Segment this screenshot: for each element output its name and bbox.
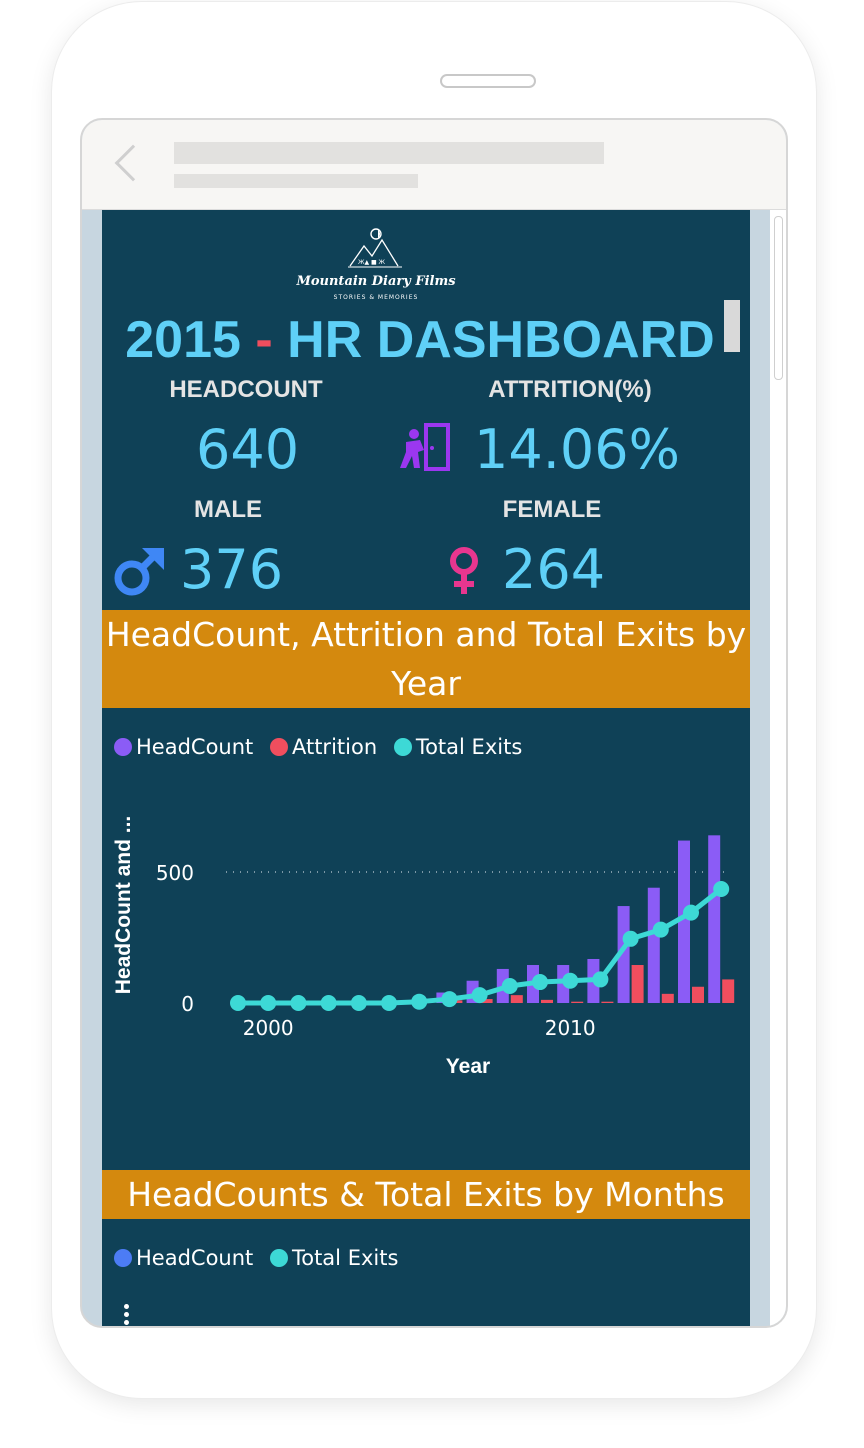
mountain-logo-icon: Ж▲ ■ Ж (348, 228, 402, 268)
point-total-exits (713, 881, 730, 898)
phone-speaker (440, 74, 536, 88)
title-separator: - (255, 311, 273, 369)
y-tick-label: 0 (181, 992, 194, 1016)
headcount-value: 640 (196, 418, 300, 481)
attrition-label: ATTRITION(%) (488, 376, 652, 403)
title-year: 2015 (125, 311, 241, 369)
legend-item-total-exits[interactable]: Total Exits (269, 1246, 399, 1270)
bar-headcount (708, 835, 721, 1003)
legend-dot-icon (269, 1249, 288, 1267)
legend-label: Total Exits (415, 735, 523, 759)
legend-label: Total Exits (291, 1246, 399, 1270)
legend-dot-icon (269, 738, 288, 756)
bar-attrition (692, 986, 704, 1003)
phone-screen: Ж▲ ■ Ж Mountain Diary Films STORIES & ME… (80, 118, 788, 1328)
point-total-exits (592, 971, 609, 988)
x-tick-label: 2000 (243, 1016, 294, 1040)
point-total-exits (260, 995, 277, 1011)
visual-scroll-thumb[interactable] (724, 300, 740, 352)
bar-attrition (541, 999, 553, 1003)
male-value: 376 (180, 538, 284, 601)
title-placeholder (174, 142, 604, 164)
svg-text:Ж▲ ■ Ж: Ж▲ ■ Ж (358, 259, 386, 266)
female-label: FEMALE (502, 496, 602, 523)
attrition-value: 14.06% (474, 418, 680, 481)
point-total-exits (622, 930, 639, 947)
y-tick-label: 500 (156, 861, 194, 885)
x-tick-label: 2010 (545, 1016, 596, 1040)
point-total-exits (381, 995, 397, 1011)
legend-label: Attrition (291, 735, 378, 759)
bar-attrition (571, 1001, 584, 1003)
more-options-icon[interactable] (124, 1304, 130, 1326)
bar-attrition (601, 1001, 614, 1003)
logo-tagline: STORIES & MEMORIES (333, 294, 419, 301)
bar-attrition (722, 979, 735, 1003)
point-total-exits (350, 995, 367, 1011)
report-canvas: Ж▲ ■ Ж Mountain Diary Films STORIES & ME… (102, 210, 750, 1326)
point-total-exits (320, 995, 337, 1011)
page-title: 2015 - HR DASHBOARD (102, 310, 738, 370)
bar-attrition (480, 999, 493, 1003)
bar-headcount (617, 906, 630, 1003)
male-label: MALE (194, 496, 262, 523)
exit-door-icon (400, 423, 450, 471)
female-symbol-icon (450, 547, 478, 594)
bar-attrition (631, 965, 644, 1003)
point-total-exits (290, 995, 307, 1011)
point-total-exits (562, 972, 579, 989)
male-symbol-icon (114, 548, 164, 596)
bar-headcount (647, 887, 660, 1003)
legend-dot-icon (114, 1249, 132, 1267)
point-total-exits (471, 987, 488, 1004)
x-axis-title: Year (446, 1055, 490, 1078)
yearly-chart-legend: HeadCount Attrition Total Exits (114, 735, 532, 759)
title-text: HR DASHBOARD (287, 311, 715, 369)
legend-dot-icon (114, 738, 132, 756)
monthly-chart-legend: HeadCount Total Exits (114, 1246, 408, 1270)
legend-label: HeadCount (136, 735, 254, 759)
female-value: 264 (502, 538, 606, 601)
point-total-exits (532, 974, 548, 991)
point-total-exits (683, 904, 699, 921)
bar-attrition (510, 995, 523, 1003)
legend-item-total-exits[interactable]: Total Exits (393, 735, 523, 759)
back-chevron-icon[interactable] (114, 144, 152, 182)
bar-attrition (661, 993, 674, 1003)
yearly-chart-header: HeadCount, Attrition and Total Exits by … (102, 610, 750, 708)
legend-dot-icon (393, 738, 412, 756)
point-total-exits (501, 977, 518, 994)
legend-item-headcount[interactable]: HeadCount (114, 1246, 253, 1270)
legend-item-headcount[interactable]: HeadCount (114, 735, 253, 759)
legend-item-attrition[interactable]: Attrition (269, 735, 378, 759)
logo-name: Mountain Diary Films (296, 274, 456, 289)
point-total-exits (652, 921, 669, 938)
legend-label: HeadCount (136, 1246, 254, 1270)
point-total-exits (230, 995, 246, 1011)
headcount-label: HEADCOUNT (169, 376, 323, 403)
monthly-chart-header: HeadCounts & Total Exits by Months (102, 1170, 750, 1219)
page-scrollbar[interactable] (770, 210, 786, 1326)
browser-bar (82, 120, 786, 210)
yearly-combo-chart[interactable]: 0 500 2000 2010 Year HeadCount and ... (102, 210, 750, 1090)
page-scrollbar-thumb[interactable] (774, 216, 783, 380)
subtitle-placeholder (174, 174, 418, 188)
company-logo: Ж▲ ■ Ж Mountain Diary Films STORIES & ME… (292, 226, 460, 306)
point-total-exits (441, 991, 458, 1008)
bar-headcount (678, 840, 690, 1003)
y-axis-title: HeadCount and ... (112, 816, 135, 995)
point-total-exits (411, 993, 428, 1010)
